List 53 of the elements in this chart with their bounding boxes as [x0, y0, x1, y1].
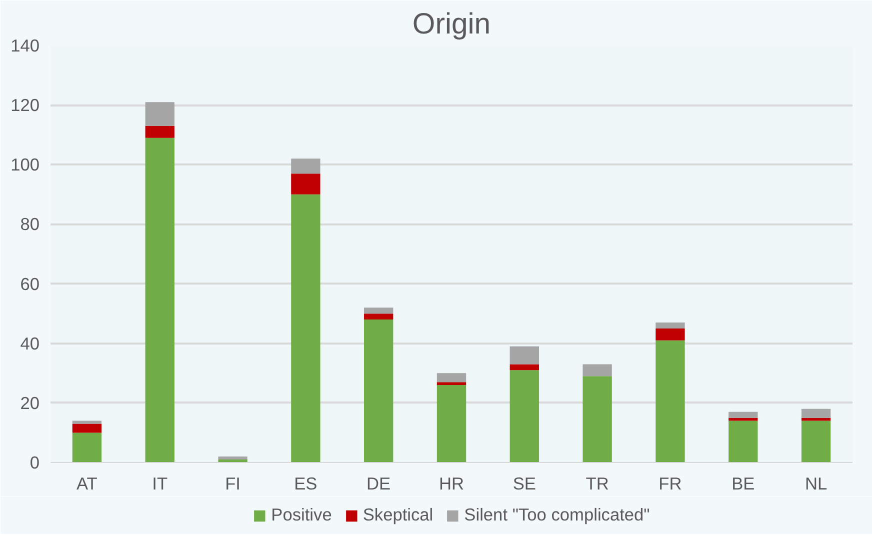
chart-title: Origin	[412, 8, 491, 40]
bar	[728, 412, 758, 418]
y-tick-label: 140	[10, 36, 40, 56]
bar	[145, 102, 174, 126]
y-tick-label: 20	[20, 392, 40, 413]
bar	[364, 314, 394, 320]
bar	[656, 328, 685, 340]
bar	[291, 194, 320, 462]
bar	[436, 385, 466, 462]
bar	[510, 370, 539, 462]
x-tick-label: NL	[804, 474, 828, 494]
x-tick-label: AT	[76, 474, 98, 494]
x-tick-label: TR	[586, 474, 609, 494]
bar	[582, 376, 612, 462]
y-tick-label: 120	[10, 95, 40, 116]
bar	[801, 418, 831, 421]
x-tick-label: IT	[152, 474, 168, 494]
bar	[801, 408, 831, 418]
y-tick-label: 60	[20, 274, 40, 294]
y-tick-label: 0	[30, 452, 40, 472]
bar	[656, 322, 685, 328]
bar	[510, 346, 539, 364]
bar	[145, 126, 174, 138]
bar	[436, 373, 466, 382]
bar	[364, 320, 394, 462]
legend-label: Positive	[271, 504, 332, 526]
bar	[145, 138, 174, 462]
x-tick-label: ES	[294, 474, 318, 494]
bar	[728, 420, 758, 462]
bar	[291, 158, 320, 174]
bar	[72, 432, 102, 462]
bar	[72, 420, 102, 424]
x-tick-label: BE	[732, 474, 755, 494]
y-tick-label: 100	[10, 154, 40, 175]
bar	[364, 308, 394, 314]
bar	[291, 174, 320, 194]
bar	[801, 420, 831, 462]
x-tick-label: FI	[225, 474, 240, 494]
x-tick-label: FR	[658, 474, 682, 494]
x-tick-label: HR	[438, 474, 464, 494]
bar	[656, 340, 685, 462]
y-tick-label: 80	[20, 214, 40, 234]
bar	[728, 418, 758, 421]
y-tick-label: 40	[20, 333, 40, 354]
bar	[72, 424, 102, 433]
legend-label: Skeptical	[362, 504, 434, 526]
bar	[582, 364, 612, 376]
bar	[510, 364, 539, 370]
x-tick-label: DE	[366, 474, 391, 494]
legend-label: Silent "Too complicated"	[464, 504, 650, 526]
x-tick-label: SE	[512, 474, 536, 494]
bar	[436, 382, 466, 386]
bar	[218, 456, 248, 460]
